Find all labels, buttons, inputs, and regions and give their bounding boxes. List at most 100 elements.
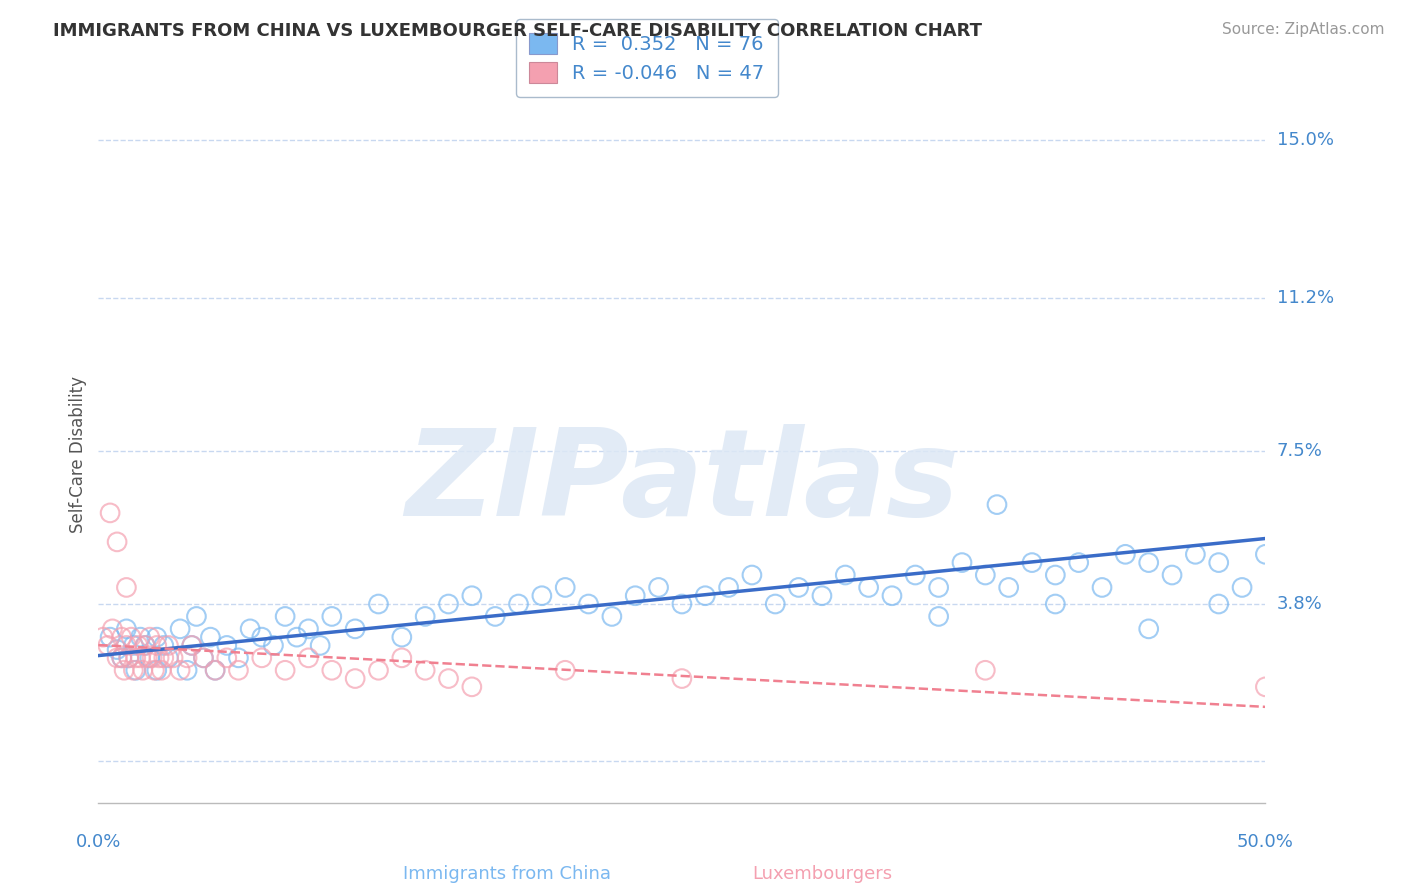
Point (139, 651, 162, 665)
Point (1230, 581, 1253, 595)
Point (125, 663, 148, 677)
Point (986, 498, 1008, 512)
Point (250, 630, 273, 644)
Point (112, 663, 135, 677)
Point (228, 651, 250, 665)
Point (146, 639, 169, 653)
Point (413, 663, 436, 677)
Y-axis label: Self-Care Disability: Self-Care Disability (69, 376, 87, 533)
Point (193, 651, 215, 665)
Point (950, 556, 973, 570)
Point (437, 672, 460, 686)
Point (186, 609, 208, 624)
Point (285, 630, 308, 644)
Point (148, 651, 170, 665)
Point (928, 581, 950, 595)
Point (139, 630, 162, 644)
Point (647, 581, 669, 595)
Point (127, 639, 149, 653)
Point (162, 651, 184, 665)
Point (1161, 568, 1184, 582)
Point (1137, 622, 1160, 636)
Point (904, 568, 927, 582)
Point (91, 630, 114, 644)
Point (1067, 556, 1090, 570)
Text: Immigrants from China: Immigrants from China (404, 865, 610, 883)
Point (787, 581, 810, 595)
Point (274, 609, 297, 624)
Point (1254, 680, 1277, 694)
Point (115, 581, 138, 595)
Text: 50.0%: 50.0% (1237, 833, 1294, 851)
Text: 3.8%: 3.8% (1277, 595, 1322, 613)
Point (834, 568, 856, 582)
Point (1091, 581, 1114, 595)
Point (928, 609, 950, 624)
Point (152, 651, 174, 665)
Point (134, 639, 156, 653)
Point (763, 597, 786, 611)
Point (111, 651, 134, 665)
Point (741, 568, 763, 582)
Point (122, 663, 145, 677)
Point (132, 663, 155, 677)
Point (134, 639, 156, 653)
Point (150, 663, 173, 677)
Point (671, 597, 693, 611)
Point (105, 534, 128, 549)
Point (262, 639, 284, 653)
Text: Source: ZipAtlas.com: Source: ZipAtlas.com (1222, 22, 1385, 37)
Point (367, 597, 389, 611)
Point (578, 597, 600, 611)
Point (136, 651, 159, 665)
Point (228, 663, 250, 677)
Point (111, 630, 134, 644)
Point (367, 663, 389, 677)
Text: 11.2%: 11.2% (1277, 288, 1334, 307)
Point (695, 589, 717, 603)
Point (1021, 556, 1043, 570)
Point (391, 651, 413, 665)
Point (122, 639, 145, 653)
Point (717, 581, 740, 595)
Point (204, 663, 226, 677)
Point (157, 651, 180, 665)
Point (146, 663, 169, 677)
Point (1045, 597, 1067, 611)
Point (115, 639, 138, 653)
Text: Luxembourgers: Luxembourgers (752, 865, 891, 883)
Point (297, 651, 319, 665)
Point (141, 651, 163, 665)
Point (344, 622, 367, 636)
Point (1114, 547, 1136, 561)
Point (508, 597, 530, 611)
Point (176, 651, 198, 665)
Point (974, 568, 997, 582)
Point (461, 680, 484, 694)
Point (484, 609, 506, 624)
Point (129, 651, 152, 665)
Point (530, 589, 553, 603)
Point (321, 663, 343, 677)
Point (321, 609, 343, 624)
Point (98, 506, 121, 520)
Point (101, 622, 124, 636)
Point (554, 581, 576, 595)
Point (811, 589, 834, 603)
Point (176, 663, 198, 677)
Point (118, 651, 141, 665)
Point (180, 639, 202, 653)
Point (193, 651, 215, 665)
Legend: R =  0.352   N = 76, R = -0.046   N = 47: R = 0.352 N = 76, R = -0.046 N = 47 (516, 20, 778, 96)
Point (624, 589, 647, 603)
Text: 15.0%: 15.0% (1277, 131, 1333, 149)
Point (413, 609, 436, 624)
Point (309, 639, 332, 653)
Point (880, 589, 903, 603)
Point (437, 597, 460, 611)
Point (146, 630, 169, 644)
Point (274, 663, 297, 677)
Point (152, 639, 174, 653)
Point (671, 672, 693, 686)
Point (600, 609, 623, 624)
